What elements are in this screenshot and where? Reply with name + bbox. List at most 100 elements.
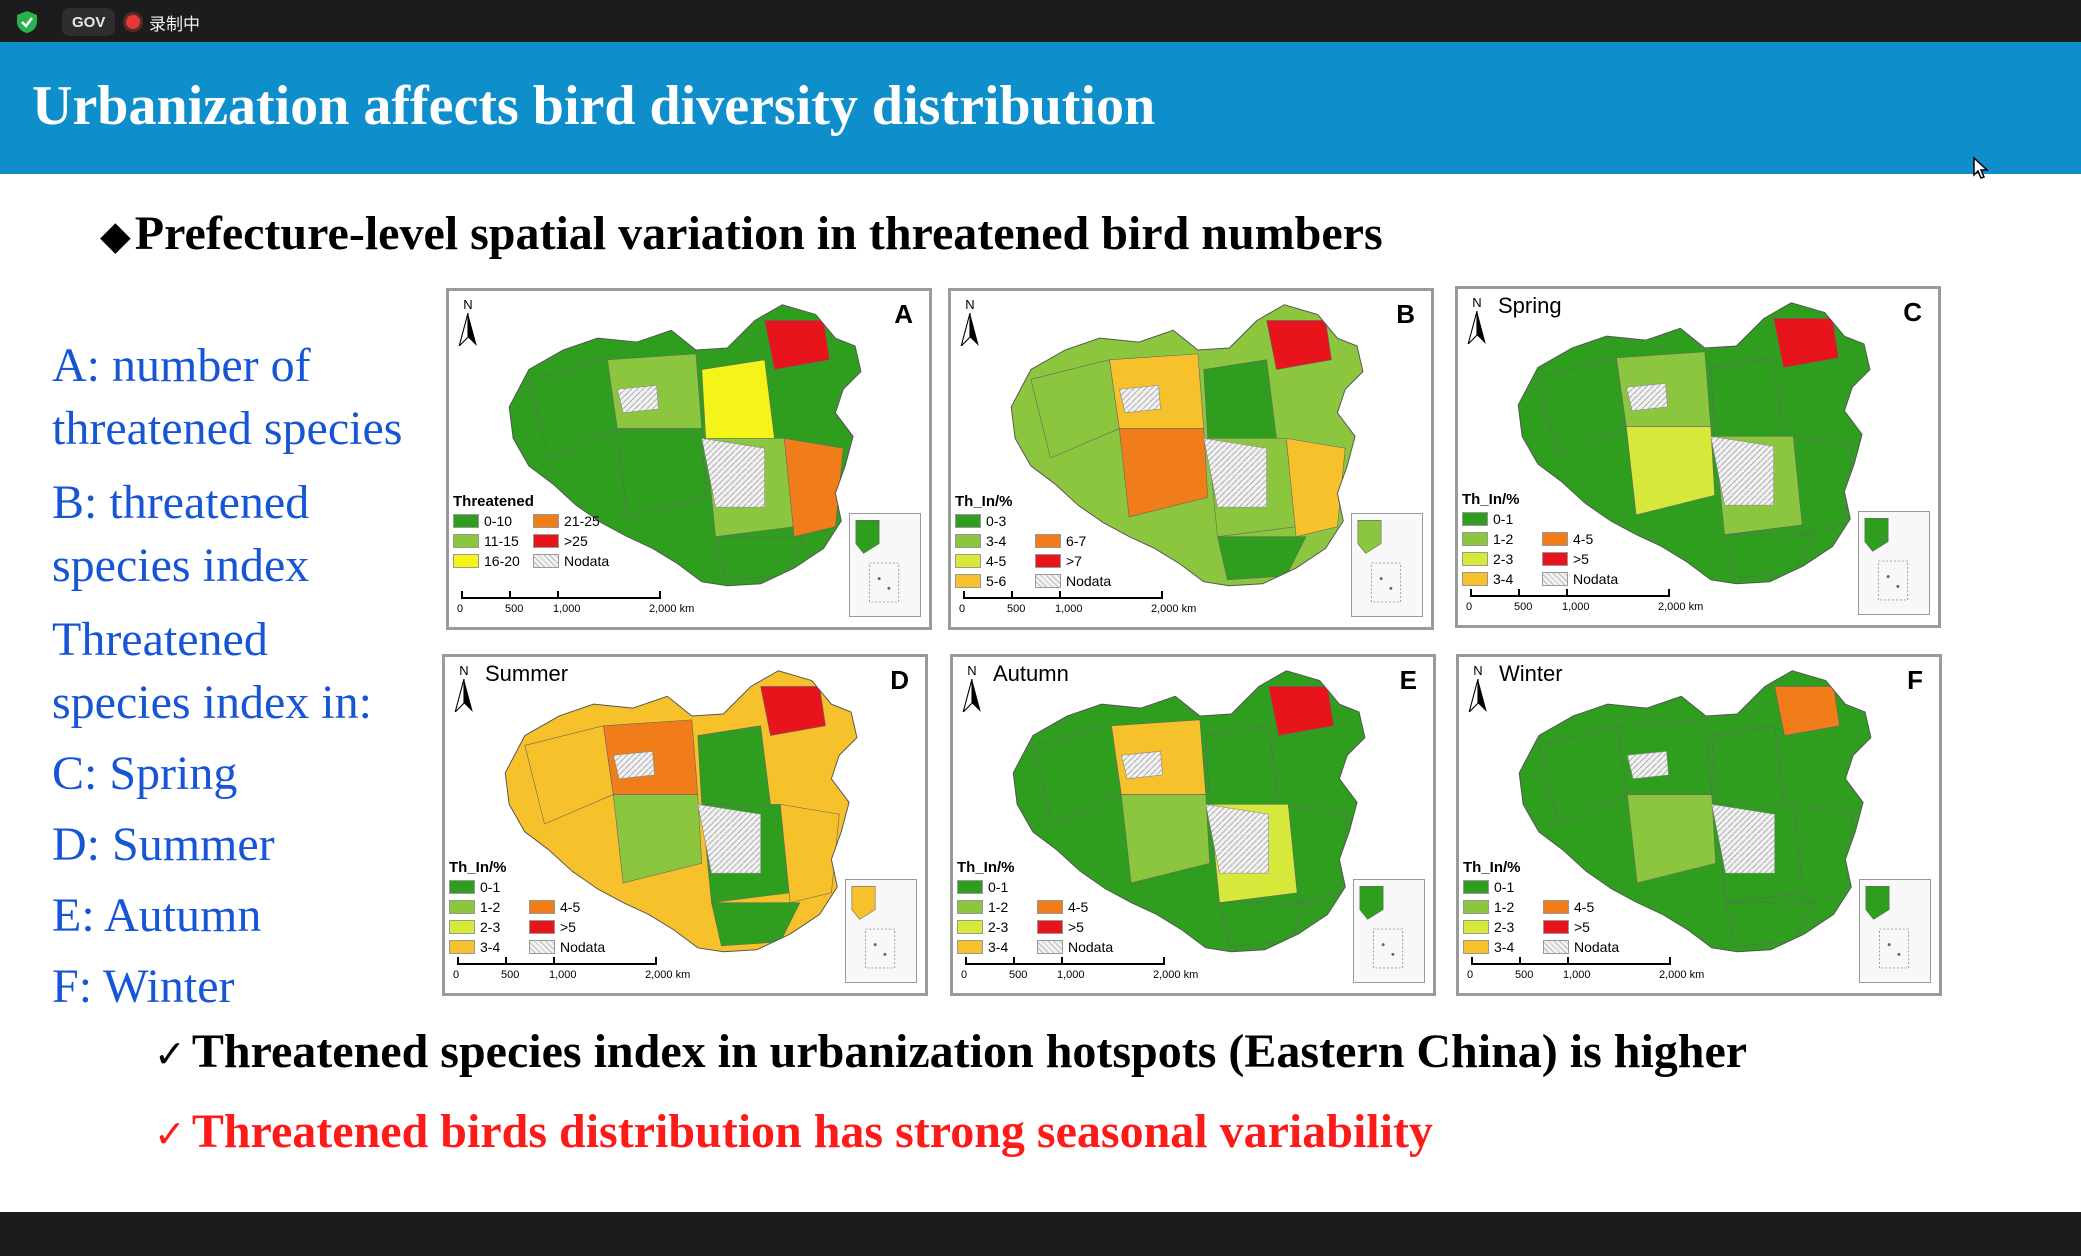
recording-indicator[interactable]: 录制中 (126, 8, 200, 36)
legend-label: Nodata (1573, 571, 1619, 587)
north-arrow-icon: N (1466, 295, 1488, 344)
china-map (1010, 304, 1364, 587)
legend-label: 3-4 (988, 939, 1009, 955)
china-map (508, 304, 862, 587)
legend-label: 0-1 (480, 879, 501, 895)
checkmark-icon: ✓ (154, 1032, 186, 1076)
region-shape (1219, 902, 1309, 947)
legend-swatch (955, 574, 981, 588)
legend-item: 2-3 (957, 918, 1037, 936)
legend-swatch (529, 900, 555, 914)
legend-item: 1-2 (1463, 898, 1543, 916)
legend-item: 4-5 (1542, 530, 1622, 548)
legend-item: 1-2 (1462, 530, 1542, 548)
region-shape (701, 359, 775, 439)
legend-item: 0-1 (1462, 510, 1542, 528)
legend-label: >5 (1574, 919, 1590, 935)
legend-label: 0-3 (986, 513, 1007, 529)
legend-swatch (1463, 940, 1489, 954)
legend-item: 6-7 (1035, 532, 1115, 550)
region-shape (715, 536, 805, 581)
legend-item: 0-3 (955, 512, 1035, 530)
legend-title: Threatened (453, 493, 534, 510)
legend-swatch (1462, 552, 1488, 566)
scale-label: 2,000 km (1658, 601, 1704, 613)
map-legend: Threatened 0-10 21-25 11-15 >25 16-20 Nodata (453, 493, 613, 570)
legend-label: 16-20 (484, 553, 520, 569)
scale-label: 1,000 (1055, 603, 1083, 615)
map-panel-c: N Spring C Th_In/% 0-1 1-2 4-5 2-3 >5 3-4 Nodata 0 5… (1455, 286, 1941, 628)
region-shape (1724, 534, 1814, 579)
legend-item: 5-6 (955, 572, 1035, 590)
map-season-label: Summer (485, 661, 569, 686)
label-a-line1: A: number of (52, 339, 311, 392)
region-shape (1268, 686, 1334, 736)
label-winter: F: Winter (52, 960, 235, 1013)
legend-swatch (1542, 552, 1568, 566)
legend-label: 3-4 (480, 939, 501, 955)
map-panel-d: N Summer D Th_In/% 0-1 1-2 4-5 2-3 >5 3-4 Nodata 0 5… (442, 654, 928, 996)
legend-swatch (1037, 940, 1063, 954)
legend-item: >5 (529, 918, 609, 936)
scale-label: 1,000 (553, 603, 581, 615)
legend-item: 0-10 (453, 512, 533, 530)
south-china-sea-inset (1351, 513, 1423, 617)
scale-label: 0 (457, 603, 464, 615)
label-season-line1: Threatened (52, 613, 268, 666)
map-season-label: Autumn (993, 661, 1069, 686)
legend-swatch (453, 514, 479, 528)
scale-label: 2,000 km (1153, 969, 1199, 981)
legend-item: >7 (1035, 552, 1115, 570)
label-summer: D: Summer (52, 818, 275, 871)
legend-swatch (1037, 920, 1063, 934)
map-panel-letter: B (1396, 299, 1415, 329)
legend-item: 3-4 (1462, 570, 1542, 588)
region-shape (1287, 804, 1348, 903)
scale-label: 0 (1467, 969, 1474, 981)
legend-swatch (955, 554, 981, 568)
legend-label: 1-2 (1493, 531, 1514, 547)
region-shape (1792, 436, 1853, 535)
legend-item (1035, 512, 1115, 530)
legend-item: 0-1 (449, 878, 529, 896)
scale-bar: 0 500 1,000 2,000 km (453, 955, 713, 985)
region-shape (1205, 725, 1279, 805)
legend-label: 4-5 (1068, 899, 1089, 915)
bullet-eastern-china: ✓ Threatened species index in urbanizatio… (154, 1024, 1747, 1079)
legend-label: 1-2 (988, 899, 1009, 915)
record-dot-icon (126, 15, 140, 29)
legend-swatch (529, 940, 555, 954)
legend-item (1542, 510, 1622, 528)
north-arrow-icon: N (961, 663, 983, 712)
legend-title: Th_In/% (1462, 491, 1520, 508)
legend-item (1037, 878, 1117, 896)
legend-label: 1-2 (1494, 899, 1515, 915)
legend-label: 4-5 (1574, 899, 1595, 915)
legend-item: 16-20 (453, 552, 533, 570)
map-panel-letter: D (890, 665, 909, 695)
map-panel-f: N Winter F Th_In/% 0-1 1-2 4-5 2-3 >5 3-4 Nodata 0 5… (1456, 654, 1942, 996)
legend-swatch (1035, 574, 1061, 588)
presentation-slide: Urbanization affects bird diversity dist… (0, 42, 2081, 1212)
legend-swatch (1037, 900, 1063, 914)
legend-item: 1-2 (449, 898, 529, 916)
region-shape (1774, 686, 1840, 736)
nodata-region (697, 804, 761, 874)
legend-label: 0-1 (988, 879, 1009, 895)
scale-label: 1,000 (1057, 969, 1085, 981)
legend-swatch (955, 534, 981, 548)
china-map (1517, 302, 1871, 585)
meeting-bottom-bar (0, 1212, 2081, 1256)
legend-label: 6-7 (1066, 533, 1087, 549)
region-shape (711, 902, 801, 947)
scale-label: 1,000 (1562, 601, 1590, 613)
map-panel-letter: F (1907, 665, 1923, 695)
legend-label: >5 (560, 919, 576, 935)
region-shape (1773, 318, 1839, 368)
legend-swatch (449, 900, 475, 914)
legend-swatch (957, 880, 983, 894)
scale-bar: 0 500 1,000 2,000 km (959, 589, 1219, 619)
gov-badge[interactable]: GOV (62, 8, 116, 36)
security-shield-icon[interactable] (14, 8, 42, 36)
legend-swatch (955, 514, 981, 528)
